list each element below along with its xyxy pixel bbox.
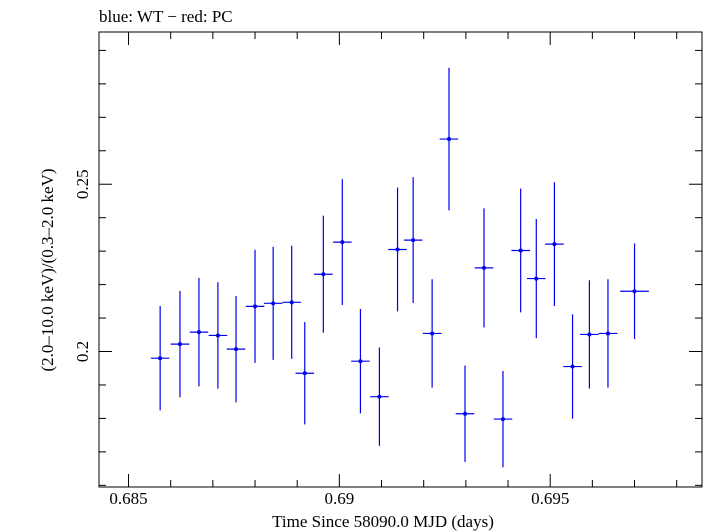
data-point [580,280,599,389]
point-marker [500,417,505,422]
chart-title: blue: WT − red: PC [99,7,233,26]
data-point [282,245,301,359]
data-point [493,370,513,468]
point-marker [395,247,400,252]
point-marker [158,356,163,361]
y-tick-label: 0.25 [73,169,92,199]
y-axis-label: (2.0–10.0 keV)/(0.3–2.0 keV) [38,168,57,371]
point-marker [196,330,201,335]
x-tick-label: 0.69 [324,489,354,508]
point-marker [358,359,363,364]
point-marker [463,411,468,416]
data-point [563,314,582,419]
data-point [189,277,209,387]
point-marker [177,342,182,347]
point-marker [377,394,382,399]
data-point [403,177,423,303]
point-marker [340,240,345,245]
data-point [474,208,494,328]
point-marker [587,332,592,337]
data-point [263,246,283,360]
point-marker [253,304,258,309]
data-point [422,279,442,388]
point-marker [570,364,575,369]
data-point [351,309,370,414]
y-tick-label: 0.2 [73,341,92,362]
data-point [388,187,407,312]
point-marker [321,272,326,277]
point-marker [534,276,539,281]
x-tick-label: 0.685 [109,489,147,508]
point-marker [215,333,220,338]
data-point [333,179,352,305]
x-tick-label: 0.695 [531,489,569,508]
point-marker [430,331,435,336]
point-marker [632,289,637,294]
data-points [150,67,649,468]
data-point [598,279,618,388]
data-point [245,249,265,363]
point-marker [289,300,294,305]
data-point [226,295,246,403]
point-marker [552,242,557,247]
y-tick-labels: 0.2 0.25 [73,169,92,362]
point-marker [446,137,451,142]
point-marker [518,248,523,253]
plot-frame [98,31,703,488]
point-marker [411,238,416,243]
data-point [150,306,170,411]
data-point [620,243,649,340]
data-point [370,347,389,446]
data-point [439,67,459,211]
data-point [455,365,475,462]
point-marker [302,371,307,376]
point-marker [271,301,276,306]
point-marker [605,331,610,336]
point-marker [481,265,486,270]
data-point [314,215,333,333]
data-point [295,322,315,425]
point-marker [234,347,239,352]
axis-ticks [99,32,702,487]
data-point [170,290,190,398]
x-axis-label: Time Since 58090.0 MJD (days) [272,512,494,531]
data-point [545,182,564,307]
data-point [511,188,530,313]
data-point [527,219,546,339]
data-point [208,282,228,389]
x-tick-labels: 0.685 0.69 0.695 [109,489,569,508]
